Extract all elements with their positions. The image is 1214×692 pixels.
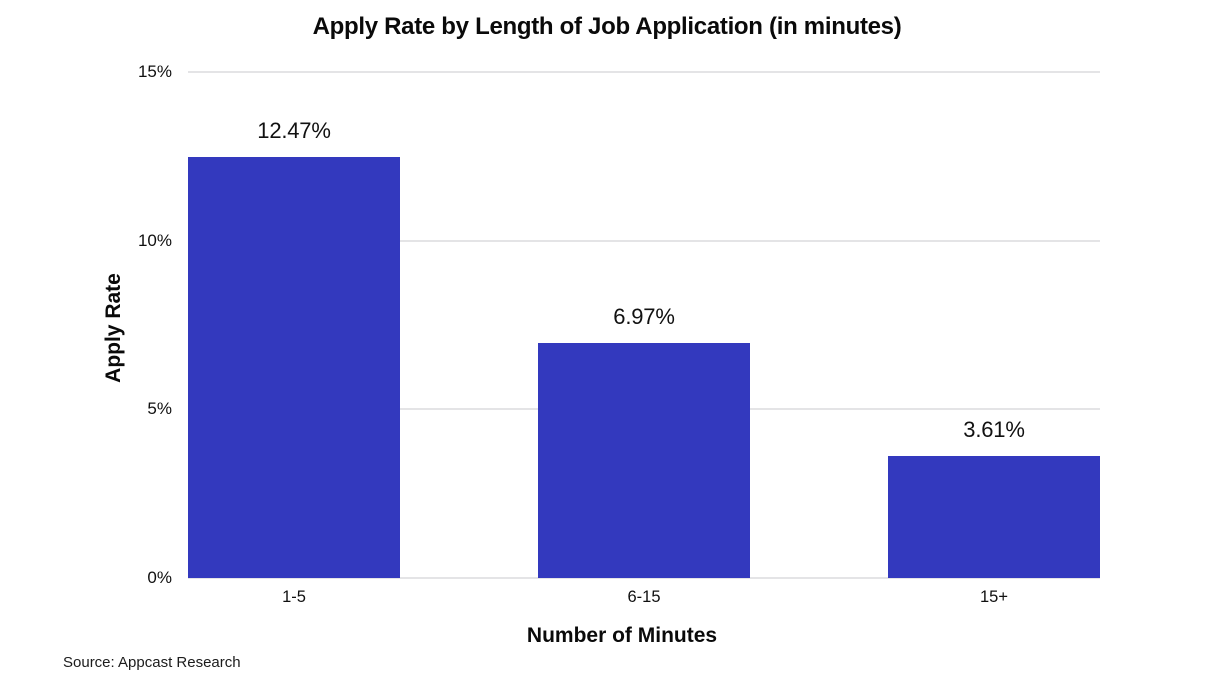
x-tick-label: 1-5 [282, 588, 306, 606]
bar [538, 342, 750, 578]
chart-title: Apply Rate by Length of Job Application … [312, 13, 902, 40]
gridline [188, 239, 1100, 242]
bar-value-label: 6.97% [613, 303, 675, 329]
gridline [188, 71, 1100, 73]
x-tick-label: 6-15 [627, 588, 661, 606]
y-tick-label: 5% [147, 399, 172, 419]
x-axis-title: Number of Minutes [526, 624, 718, 647]
bar [188, 157, 400, 578]
y-axis-title: Apply Rate [102, 273, 125, 383]
x-tick-label: 15+ [980, 588, 1008, 606]
y-tick-label: 15% [137, 62, 172, 81]
source-note: Source: Appcast Research [63, 654, 241, 671]
plot-area: 12.47% 6.97% 3.61% [188, 71, 1100, 579]
y-tick-label: 10% [137, 230, 172, 250]
y-tick-label: 0% [147, 568, 172, 587]
bar [888, 456, 1100, 578]
gridline [188, 577, 1100, 579]
bar-value-label: 12.47% [257, 118, 331, 144]
bar-value-label: 3.61% [963, 417, 1025, 443]
